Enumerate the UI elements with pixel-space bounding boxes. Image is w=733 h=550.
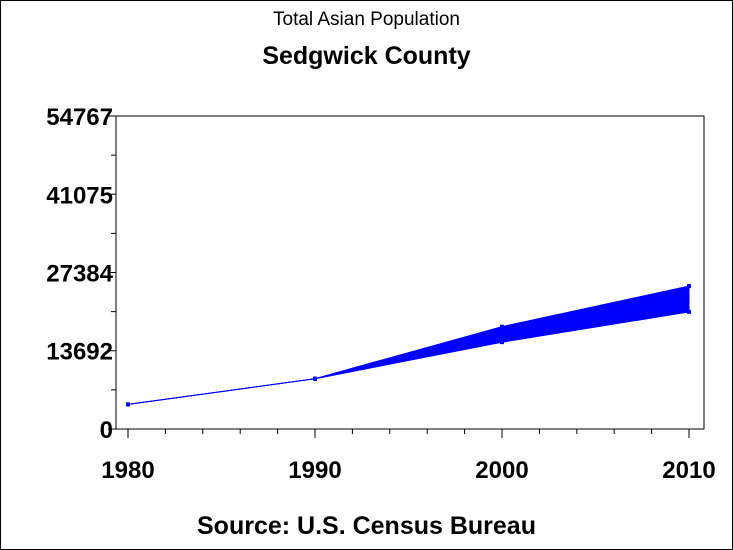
series-marks — [126, 284, 691, 407]
data-point — [313, 376, 317, 381]
x-tick-label: 2000 — [475, 457, 528, 484]
data-point — [500, 340, 504, 345]
x-axis: 1980 1990 2000 2010 — [101, 429, 716, 484]
series-band — [127, 285, 690, 405]
y-tick-label: 41075 — [46, 182, 113, 209]
chart-subtitle: Total Asian Population — [273, 9, 460, 30]
y-tick-label: 13692 — [46, 339, 113, 366]
data-point — [126, 402, 130, 407]
y-tick-label: 27384 — [46, 260, 113, 287]
chart-footnote: Source: U.S. Census Bureau — [197, 512, 536, 540]
series-line-1 — [127, 285, 690, 405]
x-tick-label: 2010 — [662, 457, 715, 484]
plot-area — [115, 115, 705, 430]
chart-title: Sedgwick County — [262, 42, 471, 70]
y-tick-label: 0 — [100, 417, 113, 444]
y-tick-label: 54767 — [46, 104, 113, 131]
x-tick-label: 1980 — [101, 457, 154, 484]
data-point — [687, 309, 691, 314]
y-axis: 0 13692 27384 41075 54767 — [46, 104, 116, 444]
data-point — [500, 324, 504, 329]
data-point — [687, 284, 691, 289]
x-tick-label: 1990 — [288, 457, 341, 484]
